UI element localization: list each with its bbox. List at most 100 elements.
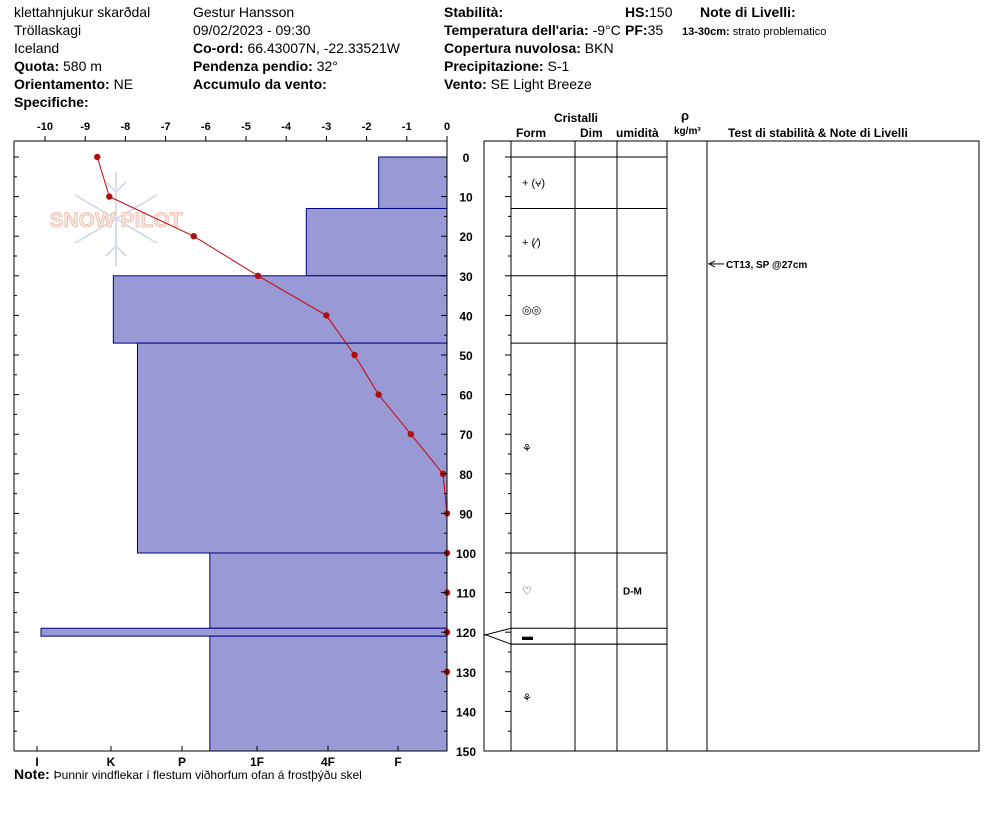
layer-note-text: strato problematico — [732, 26, 827, 38]
temp-tick-label: -2 — [362, 121, 372, 133]
hardness-tick-label: K — [107, 755, 116, 769]
temperature-point — [407, 431, 415, 438]
temperature-point — [106, 193, 113, 200]
air-temperature: Temperatura dell'aria: -9°C — [444, 22, 621, 38]
air-temp-label: Temperatura dell'aria: — [444, 22, 589, 38]
air-temp-value: -9°C — [592, 22, 621, 38]
temp-tick-label: -5 — [241, 121, 251, 133]
temp-tick-label: -9 — [80, 121, 90, 133]
precip-label: Precipitazione: — [444, 58, 544, 74]
depth-tick-label: 0 — [463, 151, 470, 165]
coord-value: 66.43007N, -22.33521W — [247, 40, 400, 56]
hardness-tick-label: I — [35, 755, 38, 769]
depth-tick-label: 60 — [459, 389, 473, 403]
footer-note: Note: Þunnir vindflekar í flestum viðhor… — [14, 766, 362, 783]
thin-layer-connector-top — [483, 627, 512, 636]
hardness-tick-label: F — [394, 755, 401, 769]
density-symbol: ρ — [681, 108, 690, 123]
crystal-form-symbol: ⚘ — [522, 693, 532, 705]
depth-tick-label: 10 — [459, 191, 473, 205]
footer-note-text: Þunnir vindflekar í flestum viðhorfum of… — [53, 768, 362, 782]
temp-tick-label: -3 — [322, 121, 332, 133]
form-header: Form — [516, 126, 546, 140]
temperature-point — [190, 233, 197, 240]
depth-tick-label: 100 — [456, 547, 476, 561]
temperature-point — [254, 272, 262, 279]
wind-load-label: Accumulo da vento: — [193, 76, 327, 92]
hardness-layer — [209, 552, 448, 629]
test-arrow-icon — [707, 260, 716, 268]
depth-tick-label: 40 — [459, 309, 473, 323]
crystals-header: Cristalli — [554, 111, 599, 125]
elevation-label: Quota: — [14, 58, 60, 74]
slope: Pendenza pendio: 32° — [193, 58, 338, 74]
precipitation: Precipitazione: S-1 — [444, 58, 569, 74]
pf-value: 35 — [647, 22, 664, 38]
footer-note-label: Note: — [14, 766, 50, 782]
elevation: Quota: 580 m — [14, 58, 102, 74]
slope-value: 32° — [316, 58, 338, 74]
precip-value: S-1 — [547, 58, 570, 74]
layer-note-range: 13-30cm: — [682, 26, 730, 38]
temp-tick-label: -8 — [121, 121, 131, 133]
depth-tick-label: 120 — [456, 626, 476, 640]
layer-table-frame — [483, 140, 980, 752]
depth-tick-label: 130 — [456, 666, 476, 680]
watermark-text: SNOW PILOT — [50, 209, 183, 232]
depth-tick-label: 140 — [456, 705, 476, 719]
stability-label: Stabilità: — [444, 4, 504, 20]
crystal-form-symbol: ◎◎ — [522, 304, 541, 316]
snowpilot-watermark: SNOW PILOT — [49, 172, 183, 266]
crystal-form-symbol: ▬ — [522, 631, 533, 643]
depth-tick-label: 80 — [459, 468, 473, 482]
hardness-layer — [112, 275, 448, 344]
depth-tick-label: 110 — [456, 587, 476, 601]
hardness-tick-label: 4F — [321, 755, 335, 769]
temp-tick-label: -10 — [37, 121, 53, 133]
temp-tick-label: 0 — [444, 121, 450, 133]
aspect-value: NE — [113, 76, 134, 92]
thin-layer-connector-bottom — [483, 633, 512, 645]
temp-tick-label: -1 — [402, 121, 412, 133]
hs-label: HS: — [625, 4, 650, 20]
cloud-label: Copertura nuvolosa: — [444, 40, 581, 56]
wind-value: SE Light Breeze — [490, 76, 592, 92]
depth-tick-label: 70 — [459, 428, 473, 442]
hardness-layer — [378, 156, 448, 209]
temp-tick-label: -6 — [201, 121, 211, 133]
temperature-point — [351, 351, 358, 359]
moisture-value: D-M — [623, 587, 642, 598]
temp-tick-label: -4 — [281, 121, 292, 133]
crystal-form-symbol: + (⁄) — [522, 237, 541, 249]
temperature-point — [323, 312, 330, 319]
temperature-point — [94, 153, 101, 161]
depth-tick-label: 30 — [459, 270, 473, 284]
density-unit: kg/m³ — [674, 126, 701, 137]
hardness-tick-label: P — [178, 755, 186, 769]
pf-label: PF: — [625, 22, 648, 38]
hardness-layer — [305, 207, 448, 277]
specifics-label: Specifiche: — [14, 94, 89, 110]
aspect-label: Orientamento: — [14, 76, 110, 92]
crystal-form-symbol: ♡ — [522, 586, 532, 598]
location-country: Iceland — [14, 40, 60, 56]
depth-tick-label: 150 — [456, 745, 476, 759]
hardness-layer — [136, 342, 448, 554]
temp-tick-label: -7 — [161, 121, 171, 133]
wind-label: Vento: — [444, 76, 487, 92]
cloud-value: BKN — [584, 40, 614, 56]
wind: Vento: SE Light Breeze — [444, 76, 592, 92]
coord-label: Co-ord: — [193, 40, 244, 56]
observer-name: Gestur Hansson — [193, 4, 295, 20]
snowflake-icon — [74, 172, 158, 266]
crystal-form-symbol: ⚘ — [522, 443, 532, 455]
crystal-form-symbol: + (⩝) — [522, 178, 545, 190]
slope-label: Pendenza pendio: — [193, 58, 313, 74]
temperature-point — [375, 391, 382, 398]
hardness-layer — [40, 627, 448, 637]
depth-tick-label: 50 — [459, 349, 473, 363]
elevation-value: 580 m — [63, 58, 102, 74]
location-area: Tröllaskagi — [14, 22, 82, 38]
depth-tick-label: 20 — [459, 230, 473, 244]
